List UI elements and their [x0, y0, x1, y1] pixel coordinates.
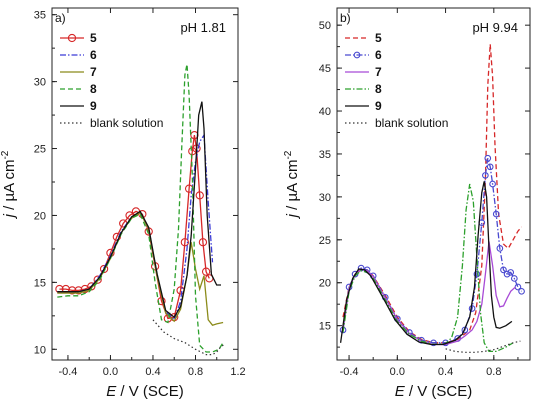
y-tick-label: 15	[319, 321, 331, 333]
y-tick-label: 30	[319, 192, 331, 204]
series-marker-5	[68, 286, 77, 295]
series-marker-5	[201, 267, 211, 276]
legend-label: 9	[90, 99, 97, 113]
panel-a: -0.4 0.0 0.4 0.8 1.2 10 15 20 25 30 35 E / V (SCE) j…	[0, 7, 246, 400]
series-marker-6	[430, 339, 437, 347]
legend-label: blank solution	[375, 116, 448, 130]
series-marker-6	[518, 287, 525, 295]
y-axis-label: j / µA cm-2	[0, 150, 18, 219]
legend: 5 6 7 8 9 blank solution	[60, 31, 163, 130]
panel-b: -0.4 0.0 0.4 0.8 15 20 25 30 35 40 45 50 E / V (SCE)…	[283, 7, 531, 400]
y-axis-label: j / µA cm-2	[283, 150, 301, 219]
series-marker-5	[198, 238, 208, 247]
y-tick-label: 25	[319, 235, 331, 247]
legend-label: 5	[375, 31, 382, 45]
series-line-7	[57, 211, 224, 326]
series-line-blank-solution	[445, 340, 521, 353]
series-marker-5	[93, 275, 102, 284]
panel-label: b)	[340, 11, 351, 25]
series-marker-6	[500, 266, 507, 274]
legend-label: blank solution	[90, 116, 163, 130]
y-tick-label: 35	[34, 10, 46, 22]
y-tick-label: 35	[319, 149, 331, 161]
y-tick-label: 45	[319, 63, 331, 75]
y-tick-label: 50	[319, 20, 331, 32]
plot-frame	[51, 7, 239, 361]
series-line-9	[57, 101, 221, 319]
ph-annotation: pH 9.94	[472, 20, 518, 35]
x-tick-label: 0.0	[103, 366, 118, 378]
legend-label: 7	[375, 65, 382, 79]
series-line-8	[57, 64, 224, 353]
series-marker-6	[482, 172, 489, 179]
legend-label: 6	[90, 48, 97, 62]
x-tick-label: 0.4	[438, 366, 453, 378]
legend-label: 8	[375, 82, 382, 96]
legend-label: 5	[90, 31, 97, 45]
series-marker-5	[180, 238, 190, 247]
legend-label: 7	[90, 65, 97, 79]
y-tick-label: 10	[34, 344, 46, 356]
series-marker-5	[195, 191, 204, 200]
x-tick-label: 0.8	[486, 366, 501, 378]
legend-marker	[67, 33, 77, 43]
legend: 5 6 7 8 9 blank solution	[345, 31, 448, 130]
x-axis-label: E / V (SCE)	[395, 383, 473, 400]
series-marker-6	[486, 163, 494, 171]
x-tick-label: -0.4	[340, 366, 359, 378]
legend-label: 9	[375, 99, 382, 113]
x-tick-label: -0.4	[58, 366, 77, 378]
series-line-9	[339, 181, 513, 346]
y-tick-label: 20	[34, 210, 46, 222]
x-axis-label: E / V (SCE)	[106, 383, 184, 400]
legend-label: 6	[375, 48, 382, 62]
series-marker-6	[496, 245, 504, 252]
series-line-7	[342, 241, 516, 346]
series-marker-6	[510, 275, 518, 282]
y-tick-label: 15	[34, 277, 46, 289]
series-marker-6	[489, 180, 496, 188]
plot-frame	[336, 7, 531, 361]
x-tick-label: 1.2	[230, 366, 245, 378]
series-marker-6	[473, 270, 481, 278]
series-line-5	[342, 44, 523, 344]
series-marker-6	[507, 269, 515, 276]
legend-marker	[353, 51, 361, 59]
panel-label: a)	[55, 11, 66, 25]
ph-annotation: pH 1.81	[180, 20, 226, 35]
legend-label: 8	[90, 82, 97, 96]
y-tick-label: 25	[34, 144, 46, 156]
x-tick-label: 0.4	[145, 366, 160, 378]
series-marker-6	[484, 154, 492, 162]
y-tick-label: 20	[319, 278, 331, 290]
y-tick-label: 40	[319, 106, 331, 118]
series-marker-6	[492, 210, 500, 218]
y-tick-label: 30	[34, 77, 46, 89]
x-tick-label: 0.8	[188, 366, 203, 378]
series-marker-6	[503, 270, 511, 278]
x-tick-label: 0.0	[390, 366, 405, 378]
